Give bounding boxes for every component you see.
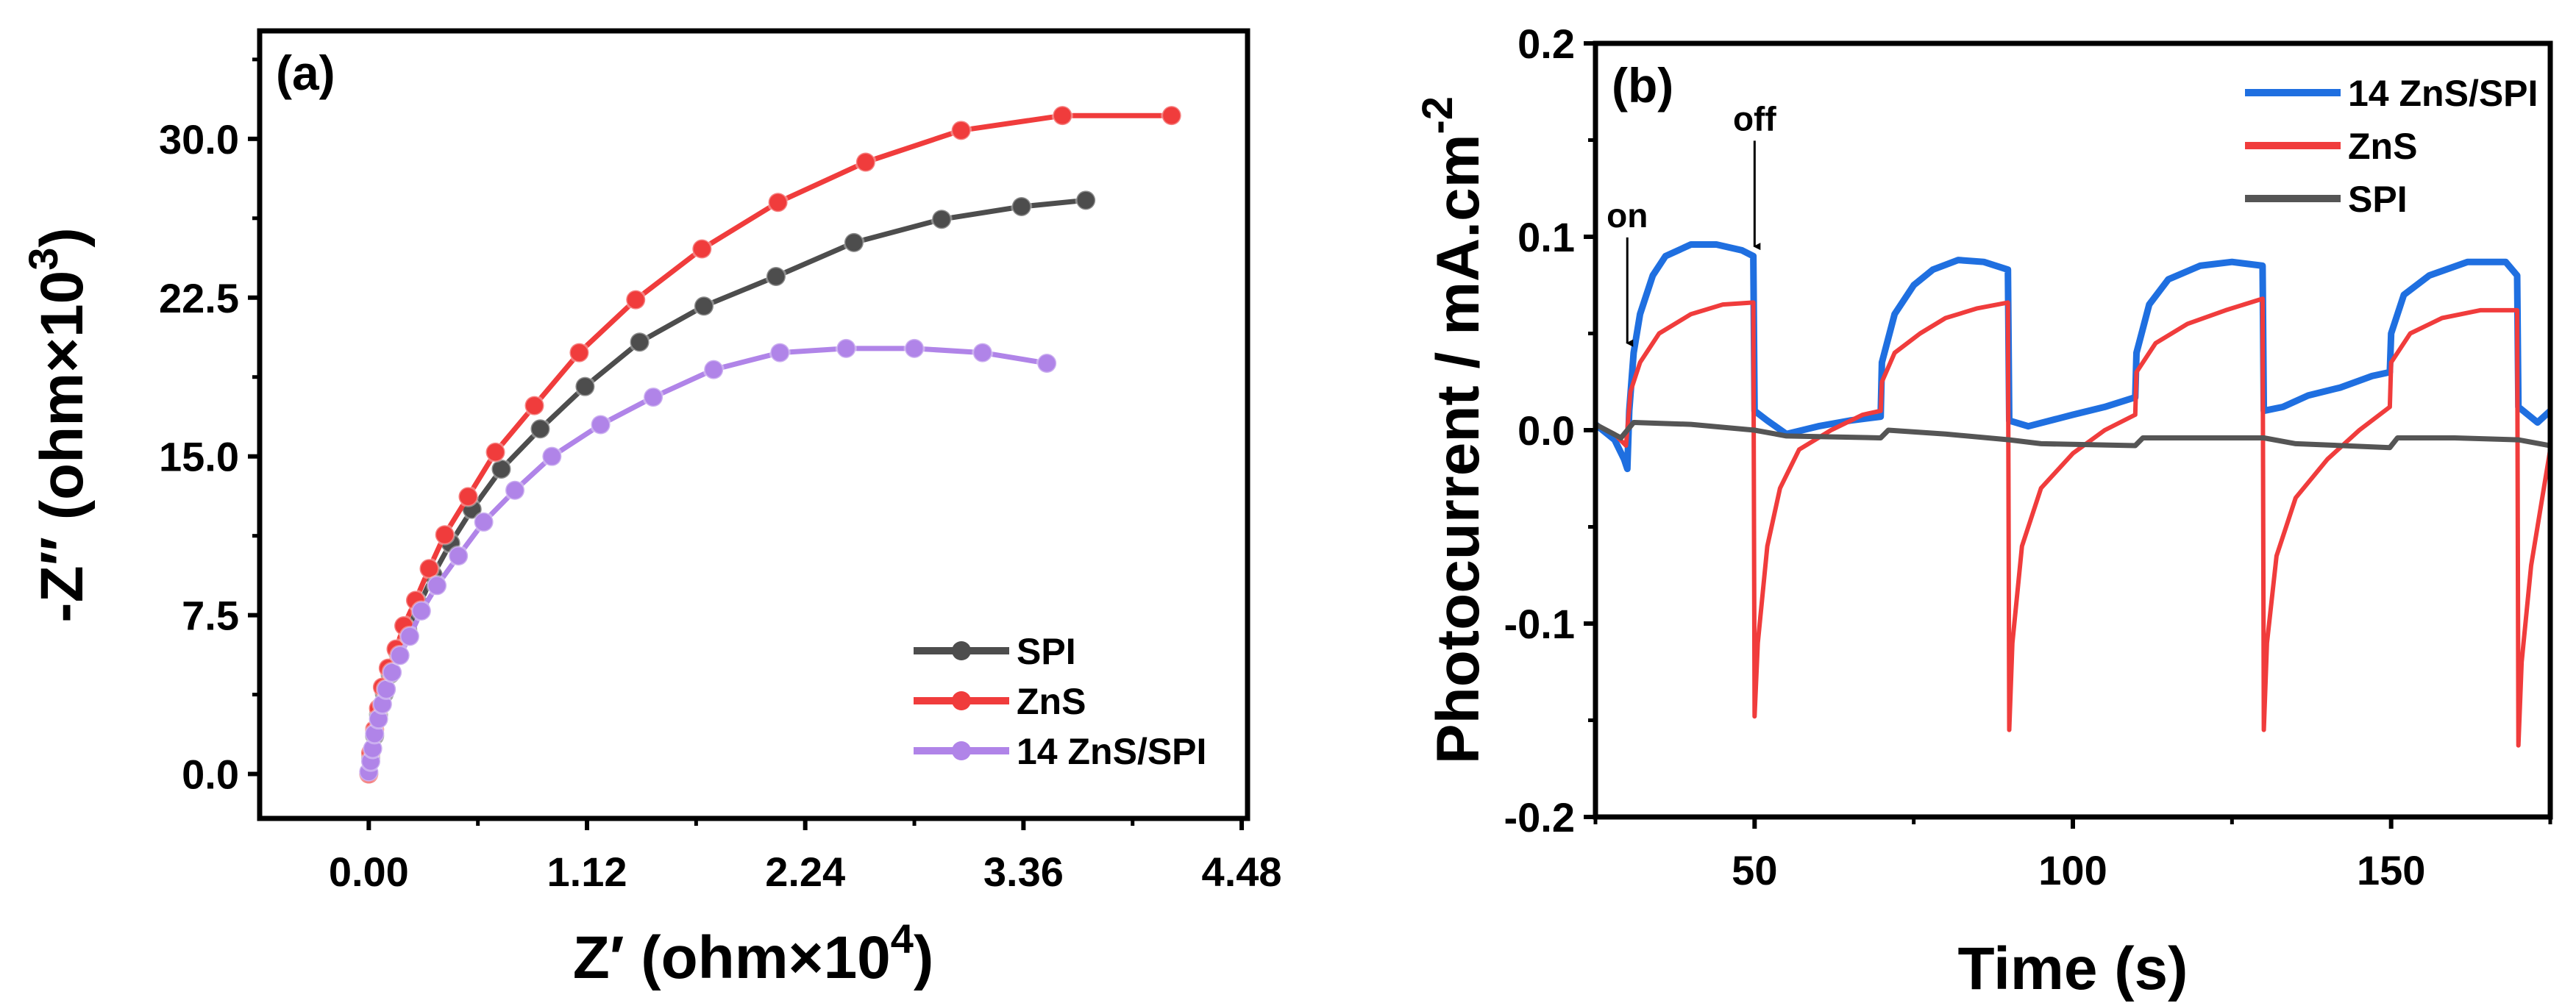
series-line-spi: [1595, 420, 2550, 451]
data-point: [418, 557, 440, 579]
data-point: [765, 265, 787, 288]
y-tick-label: 0.0: [182, 752, 239, 798]
legend-marker: [952, 741, 971, 760]
x-axis-title: Z′ (ohm×104): [573, 915, 934, 991]
legend-label: SPI: [2348, 179, 2408, 220]
data-point: [381, 661, 403, 683]
panel-label: (b): [1612, 58, 1673, 113]
data-point: [541, 446, 563, 468]
data-point: [426, 574, 448, 596]
data-point: [457, 485, 479, 507]
data-point: [767, 191, 789, 213]
x-tick-label: 100: [2038, 847, 2107, 893]
x-tick-label: 2.24: [765, 849, 845, 895]
superscript: 4: [891, 915, 914, 962]
series-line-14-zns-spi: [1595, 241, 2550, 473]
data-point: [389, 644, 411, 666]
legend-label: SPI: [1017, 631, 1076, 672]
data-point: [855, 151, 877, 173]
superscript: -2: [1414, 96, 1462, 135]
series-line-zns: [1595, 296, 2550, 748]
data-point: [399, 625, 421, 647]
y-axis-title-part: ): [29, 227, 96, 247]
panel-b-photocurrent-plot: 50 100 150 -0.2 -0.1 0.0 0.1 0.2 (b) 14 ZnS/SPI Zn…: [1414, 21, 2553, 1002]
y-tick-label: -0.1: [1504, 601, 1576, 647]
data-point: [835, 338, 857, 360]
data-point: [642, 386, 664, 408]
data-point: [950, 119, 972, 141]
data-point: [447, 545, 469, 567]
legend-label: ZnS: [2348, 126, 2417, 167]
data-point: [410, 600, 433, 622]
x-tick-label: 1.12: [547, 849, 627, 895]
panel-a-nyquist-plot: 0.00 1.12 2.24 3.36 4.48 0.0 7.5 15.0 22.5 30.0 (a…: [20, 28, 1282, 991]
y-tick-label: -0.2: [1504, 794, 1576, 840]
data-point: [529, 418, 551, 440]
legend-marker: [952, 691, 971, 710]
data-point: [625, 289, 647, 311]
data-point: [504, 479, 526, 502]
data-point: [693, 295, 715, 317]
data-point: [574, 376, 596, 398]
y-tick-label: 30.0: [159, 116, 239, 163]
y-tick-label: 7.5: [182, 593, 239, 639]
data-point: [903, 338, 925, 360]
y-tick-label: 0.1: [1518, 214, 1575, 260]
legend-label: 14 ZnS/SPI: [1017, 731, 1206, 772]
annotation-on: on: [1607, 196, 1648, 235]
data-point: [568, 342, 590, 364]
superscript: 3: [20, 248, 66, 271]
data-point: [702, 359, 725, 381]
data-point: [434, 524, 456, 546]
x-axis-title-part: ): [914, 924, 933, 991]
data-point: [1051, 104, 1073, 126]
y-axis-title-part: -Z″ (ohm×10: [29, 271, 96, 623]
panel-label: (a): [276, 46, 335, 100]
data-point: [473, 511, 495, 533]
legend-label: ZnS: [1017, 681, 1086, 722]
x-tick-label: 50: [1732, 847, 1777, 893]
y-tick-label: 22.5: [159, 275, 239, 321]
legend-marker: [952, 641, 971, 660]
x-axis-title: Time (s): [1958, 935, 2188, 1002]
annotation-off: off: [1733, 99, 1776, 138]
data-point: [1036, 352, 1058, 374]
y-tick-label: 15.0: [159, 434, 239, 480]
data-point: [769, 342, 791, 364]
y-axis-title-part: Photocurrent / mA.cm: [1425, 135, 1492, 765]
plot-area: [357, 104, 1183, 785]
plot-frame: [1593, 40, 2553, 820]
data-point: [629, 331, 651, 353]
plot-frame: [257, 28, 1250, 821]
y-axis-title: Photocurrent / mA.cm-2: [1414, 96, 1492, 764]
x-tick-label: 3.36: [983, 849, 1064, 895]
x-tick-label: 4.48: [1202, 849, 1282, 895]
y-axis-title: -Z″ (ohm×103): [20, 227, 96, 622]
data-point: [1161, 104, 1183, 126]
x-tick-label: 0.00: [329, 849, 409, 895]
data-point: [843, 232, 865, 254]
series-line-14-zns-spi: [366, 346, 1047, 773]
y-tick-label: 0.2: [1518, 21, 1575, 67]
data-point: [1011, 196, 1033, 218]
x-axis-title-part: Z′ (ohm×10: [573, 924, 891, 991]
data-point: [931, 208, 953, 230]
data-point: [485, 441, 507, 463]
legend-label: 14 ZnS/SPI: [2348, 73, 2538, 114]
plot-area: [1595, 241, 2550, 748]
data-point: [590, 414, 612, 435]
x-tick-label: 150: [2357, 847, 2425, 893]
data-point: [691, 238, 713, 260]
data-point: [972, 342, 994, 364]
y-tick-label: 0.0: [1518, 407, 1575, 454]
data-point: [1075, 189, 1097, 211]
data-point: [523, 395, 545, 417]
